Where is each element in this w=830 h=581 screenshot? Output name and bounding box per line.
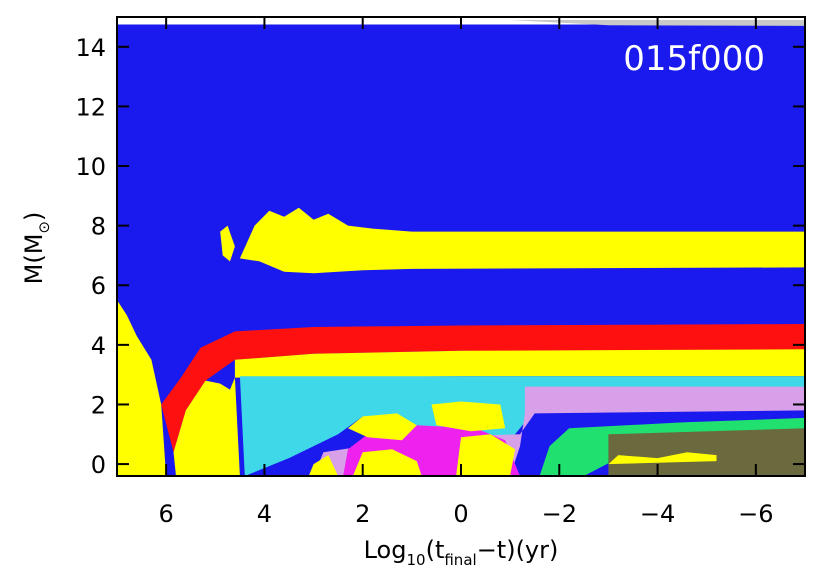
y-tick-label: 12	[75, 93, 106, 121]
annotation-label: 015f000	[623, 39, 765, 79]
y-axis-title: M(M⊙)	[20, 212, 53, 285]
x-tick-label: 6	[159, 500, 174, 528]
y-tick-label: 0	[91, 451, 106, 479]
y-tick-label: 4	[91, 332, 106, 360]
x-tick-label: 4	[257, 500, 272, 528]
region-shell-blocks-4	[456, 434, 516, 476]
region-shell-blocks-1	[348, 413, 417, 441]
region-core-convection-left	[117, 300, 167, 476]
region-outer-convection-zone	[239, 207, 805, 274]
x-tick-label: 0	[453, 500, 468, 528]
region-convective-blob	[220, 225, 235, 262]
x-tick-label: −2	[542, 500, 577, 528]
region-yellow-shell	[234, 349, 805, 378]
y-axis: 0 2 4 6 8 10 12 14	[75, 34, 805, 479]
region-olive-core	[608, 428, 805, 476]
region-shell-blocks-5	[308, 455, 339, 476]
x-axis: 6 4 2 0 −2 −4 −6	[159, 17, 774, 528]
region-shell-blocks-6	[608, 452, 717, 465]
y-tick-label: 2	[91, 391, 106, 419]
x-tick-label: 2	[355, 500, 370, 528]
y-tick-label: 8	[91, 213, 106, 241]
y-tick-label: 10	[75, 153, 106, 181]
x-tick-label: −6	[738, 500, 773, 528]
region-burning-shell	[161, 324, 805, 453]
y-tick-label: 14	[75, 34, 106, 62]
y-tick-label: 6	[91, 272, 106, 300]
plot-area	[117, 20, 805, 476]
x-tick-label: −4	[640, 500, 675, 528]
region-core-convection-step	[173, 377, 240, 476]
x-axis-title: Log10(tfinal−t)(yr)	[364, 536, 559, 569]
region-shell-blocks-2	[431, 401, 506, 432]
region-shell-blocks-3	[352, 449, 422, 476]
